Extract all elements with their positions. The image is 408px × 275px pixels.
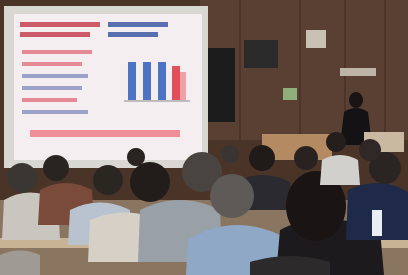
exit-sign <box>283 88 297 100</box>
page <box>0 0 408 275</box>
wall-sign <box>306 30 326 48</box>
blackboard <box>205 48 235 122</box>
vent <box>340 68 376 76</box>
presenter-head <box>349 92 363 108</box>
speaker-box <box>244 40 278 68</box>
lecture-photo <box>0 0 408 275</box>
